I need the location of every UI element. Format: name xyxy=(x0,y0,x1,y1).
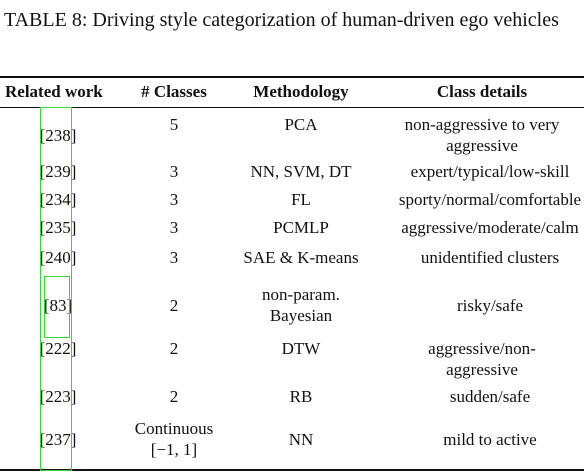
citation-link[interactable]: [239] xyxy=(39,162,77,181)
table-row: [238] 5 PCA non-aggressive to very aggre… xyxy=(0,114,584,156)
citation-link[interactable]: [222] xyxy=(39,339,77,358)
table-row: [237] Continuous [−1, 1] NN mild to acti… xyxy=(0,416,584,462)
bottom-rule xyxy=(0,469,584,471)
classes-cell: 2 xyxy=(169,339,179,358)
header-related-work: Related work xyxy=(5,82,103,101)
table-row: [235] 3 PCMLP aggressive/moderate/calm xyxy=(0,217,584,238)
table-row: [222] 2 DTW aggressive/non-aggressive xyxy=(0,338,584,380)
top-rule xyxy=(0,76,584,78)
citation-link[interactable]: [234] xyxy=(39,190,77,209)
table-row: [223] 2 RB sudden/safe xyxy=(0,386,584,407)
table-row: [83] 2 non-param. Bayesian risky/safe xyxy=(0,283,584,327)
class-details-cell: sudden/safe xyxy=(449,387,531,406)
methodology-cell: PCMLP xyxy=(273,218,329,237)
class-details-cell: non-aggressive to very aggressive xyxy=(404,115,560,155)
table-row: [240] 3 SAE & K-means unidentified clust… xyxy=(0,247,584,268)
citation-link[interactable]: [223] xyxy=(39,387,77,406)
classes-cell: 5 xyxy=(169,115,179,134)
methodology-cell: DTW xyxy=(281,339,321,358)
header-rule xyxy=(0,107,584,108)
citation-link[interactable]: [83] xyxy=(43,295,73,315)
class-details-cell: unidentified clusters xyxy=(420,248,560,267)
classes-cell: 2 xyxy=(169,295,179,315)
class-details-cell: sporty/normal/comfortable xyxy=(398,190,582,209)
methodology-cell: NN, SVM, DT xyxy=(250,162,352,181)
citation-link[interactable]: [235] xyxy=(39,218,77,237)
methodology-cell: PCA xyxy=(284,115,318,134)
header-classes: # Classes xyxy=(141,82,207,101)
class-details-cell: expert/typical/low-skill xyxy=(410,162,570,181)
methodology-cell: NN xyxy=(288,429,314,449)
citation-link[interactable]: [237] xyxy=(39,429,77,449)
table-caption: TABLE 8: Driving style categorization of… xyxy=(4,9,559,31)
classes-cell: Continuous [−1, 1] xyxy=(134,419,214,459)
header-methodology: Methodology xyxy=(253,82,349,101)
methodology-cell: FL xyxy=(291,190,311,209)
class-details-cell: aggressive/moderate/calm xyxy=(401,218,579,237)
citation-link[interactable]: [240] xyxy=(39,248,77,267)
classes-cell: 3 xyxy=(169,248,179,267)
class-details-cell: mild to active xyxy=(443,429,537,449)
table-row: [234] 3 FL sporty/normal/comfortable xyxy=(0,189,584,210)
methodology-cell: SAE & K-means xyxy=(243,248,359,267)
table-row: [239] 3 NN, SVM, DT expert/typical/low-s… xyxy=(0,161,584,182)
classes-cell: 3 xyxy=(169,218,179,237)
header-class-details: Class details xyxy=(436,82,528,101)
class-details-cell: aggressive/non-aggressive xyxy=(428,339,536,379)
methodology-cell: non-param. Bayesian xyxy=(262,285,340,325)
classes-cell: 2 xyxy=(169,387,179,406)
class-details-cell: risky/safe xyxy=(456,295,524,315)
methodology-cell: RB xyxy=(289,387,313,406)
classes-cell: 3 xyxy=(169,190,179,209)
classes-cell: 3 xyxy=(169,162,179,181)
citation-link[interactable]: [238] xyxy=(39,125,77,145)
